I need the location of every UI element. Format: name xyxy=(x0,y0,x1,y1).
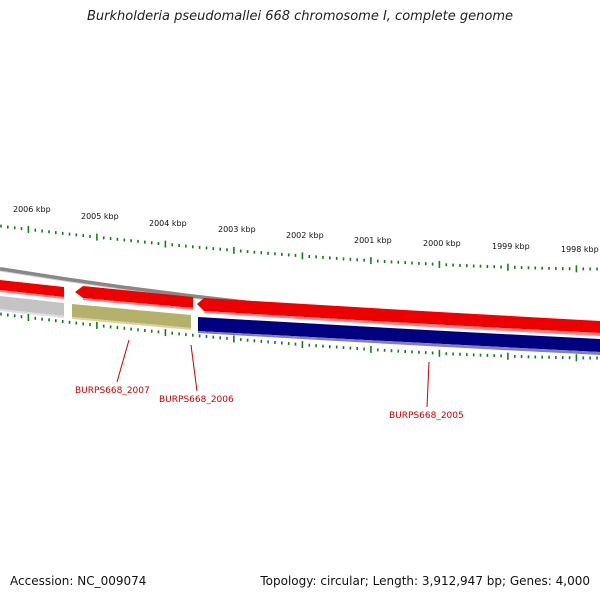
kbp-label-2003: 2003 kbp xyxy=(218,225,256,234)
outer-tick-track xyxy=(0,224,598,273)
forward-gene-3[interactable] xyxy=(197,298,600,336)
callout-line-2006 xyxy=(190,344,198,392)
kbp-label-1998: 1998 kbp xyxy=(561,245,599,254)
gene-burps668-2005-body[interactable] xyxy=(198,317,600,355)
accession-text: Accession: NC_009074 xyxy=(10,574,147,588)
topology-text: Topology: circular; Length: 3,912,947 bp… xyxy=(260,574,590,588)
map-title: Burkholderia pseudomallei 668 chromosome… xyxy=(86,9,514,24)
gene-label-burps668-2007[interactable]: BURPS668_2007 xyxy=(75,386,150,396)
gene-label-burps668-2006[interactable]: BURPS668_2006 xyxy=(159,395,234,405)
kbp-label-1999: 1999 kbp xyxy=(492,242,530,251)
kbp-label-2005: 2005 kbp xyxy=(81,212,119,221)
reverse-gene-gray[interactable] xyxy=(0,296,64,318)
kbp-label-2002: 2002 kbp xyxy=(286,231,324,240)
kbp-label-2000: 2000 kbp xyxy=(423,239,461,248)
forward-gene-2[interactable] xyxy=(75,286,193,310)
kbp-label-2004: 2004 kbp xyxy=(149,219,187,228)
callout-line-2005 xyxy=(426,361,430,408)
gene-burps668-2006-body[interactable] xyxy=(72,304,191,330)
kbp-label-2006: 2006 kbp xyxy=(13,205,51,214)
forward-gene-1[interactable] xyxy=(0,280,64,299)
gene-label-burps668-2005[interactable]: BURPS668_2005 xyxy=(389,411,464,421)
inner-tick-track xyxy=(0,312,598,362)
kbp-label-2001: 2001 kbp xyxy=(354,236,392,245)
callout-line-2007 xyxy=(116,339,130,383)
